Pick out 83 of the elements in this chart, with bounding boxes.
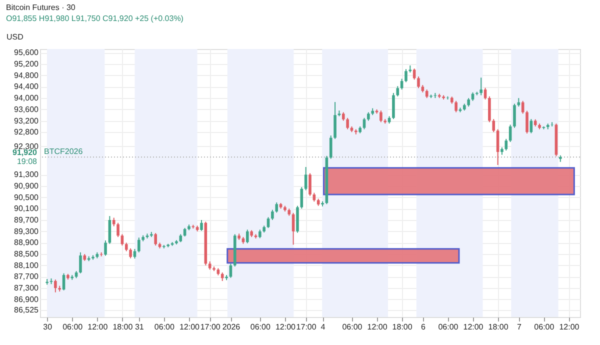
candlestick bbox=[275, 202, 278, 214]
candlestick bbox=[304, 166, 308, 191]
candlestick bbox=[79, 252, 82, 274]
x-tick-label: 2026 bbox=[222, 322, 241, 332]
y-tick-label: 92,800 bbox=[14, 128, 40, 137]
annotation: BTCF2026 bbox=[44, 147, 84, 156]
x-tick-label: 18:00 bbox=[488, 322, 509, 332]
candlestick bbox=[380, 110, 382, 123]
y-tick-label: 95,600 bbox=[14, 48, 40, 58]
candlestick bbox=[271, 209, 274, 221]
x-tick-label: 06:00 bbox=[438, 322, 459, 332]
y-tick-label: 90,100 bbox=[14, 204, 40, 214]
y-tick-label: 86,525 bbox=[14, 306, 40, 315]
x-tick-label: 06:00 bbox=[534, 322, 555, 332]
x-tick-label: 7 bbox=[516, 322, 522, 332]
y-tick-label: 92,300 bbox=[14, 142, 40, 151]
candlestick bbox=[62, 272, 66, 291]
y-tick-label: 95,200 bbox=[14, 60, 40, 69]
candlestick bbox=[513, 103, 516, 128]
y-tick-label: 91,300 bbox=[14, 170, 40, 180]
candlestick bbox=[116, 222, 120, 238]
candlestick bbox=[154, 232, 157, 246]
candlestick bbox=[346, 117, 349, 130]
y-tick-label: 94,800 bbox=[14, 70, 40, 80]
x-tick-label: 12:00 bbox=[88, 322, 108, 332]
y-tick-label: 87,700 bbox=[14, 272, 40, 282]
y-tick-label: 88,900 bbox=[14, 238, 40, 248]
x-tick-label: 31 bbox=[134, 322, 144, 332]
chart-subtitle: O91,855 H91,980 L91,750 C91,920 +25 (+0.03%) bbox=[6, 14, 184, 23]
candlestick bbox=[488, 96, 491, 123]
candlestick bbox=[246, 229, 249, 244]
candlestick bbox=[138, 237, 140, 253]
x-tick-label: 18:00 bbox=[112, 322, 134, 332]
candlestick bbox=[496, 128, 500, 166]
x-tick-label: 12:00 bbox=[179, 322, 200, 332]
candlestick bbox=[308, 172, 312, 196]
y-tick-label: 94,400 bbox=[14, 82, 40, 92]
y-tick-label: 90,500 bbox=[14, 192, 40, 202]
x-tick-label: 6 bbox=[420, 322, 426, 332]
x-tick-label: 12:00 bbox=[559, 322, 580, 332]
candlestick bbox=[526, 110, 528, 134]
candlestick bbox=[480, 77, 482, 96]
text: 19:08 bbox=[16, 157, 38, 166]
x-tick-label: 12:00 bbox=[367, 322, 388, 332]
candlestick bbox=[392, 92, 395, 120]
y-tick-label: 87,300 bbox=[14, 284, 40, 293]
candlestick bbox=[129, 248, 132, 259]
candlestick bbox=[329, 134, 332, 160]
x-tick-label: 18:00 bbox=[392, 322, 413, 332]
candlestick bbox=[492, 118, 496, 133]
y-axis-title: USD bbox=[6, 32, 24, 42]
x-tick-label: 12:00 bbox=[275, 322, 296, 332]
ref-line-label: 91,920 bbox=[12, 148, 38, 158]
y-tick-label: 89,300 bbox=[14, 226, 40, 236]
x-tick-label: 12:00 bbox=[463, 322, 484, 332]
candlestick bbox=[454, 100, 458, 113]
candlestick bbox=[404, 68, 408, 83]
y-tick-label: 94,000 bbox=[14, 94, 40, 103]
x-tick-label: 06:00 bbox=[154, 322, 175, 332]
x-tick-label: 06:00 bbox=[250, 322, 271, 332]
x-tick-label: 06:00 bbox=[62, 322, 84, 332]
candlestick bbox=[104, 240, 107, 256]
y-tick-label: 88,500 bbox=[14, 250, 40, 259]
candlestick bbox=[54, 279, 57, 293]
x-tick-label: 4 bbox=[320, 322, 326, 332]
x-tick-label: 17:00 bbox=[200, 322, 221, 332]
chart-title: Bitcoin Futures · 30 bbox=[6, 3, 76, 12]
y-tick-label: 89,700 bbox=[14, 216, 40, 225]
candlestick bbox=[334, 102, 336, 140]
y-tick-label: 93,200 bbox=[14, 116, 40, 126]
candlestick bbox=[396, 86, 400, 97]
candlestick bbox=[417, 76, 420, 89]
candlestick bbox=[133, 248, 136, 260]
y-tick-label: 86,900 bbox=[14, 294, 40, 304]
y-tick-label: 93,600 bbox=[14, 104, 40, 114]
x-tick-label: 06:00 bbox=[342, 322, 363, 332]
candlestick bbox=[550, 122, 554, 127]
y-tick-label: 88,100 bbox=[14, 260, 40, 270]
x-tick-label: 30 bbox=[43, 322, 53, 332]
candlestick bbox=[200, 220, 203, 232]
candlestick bbox=[504, 138, 508, 152]
x-tick-label: 17:00 bbox=[296, 322, 317, 332]
y-tick-label: 90,900 bbox=[14, 181, 40, 190]
